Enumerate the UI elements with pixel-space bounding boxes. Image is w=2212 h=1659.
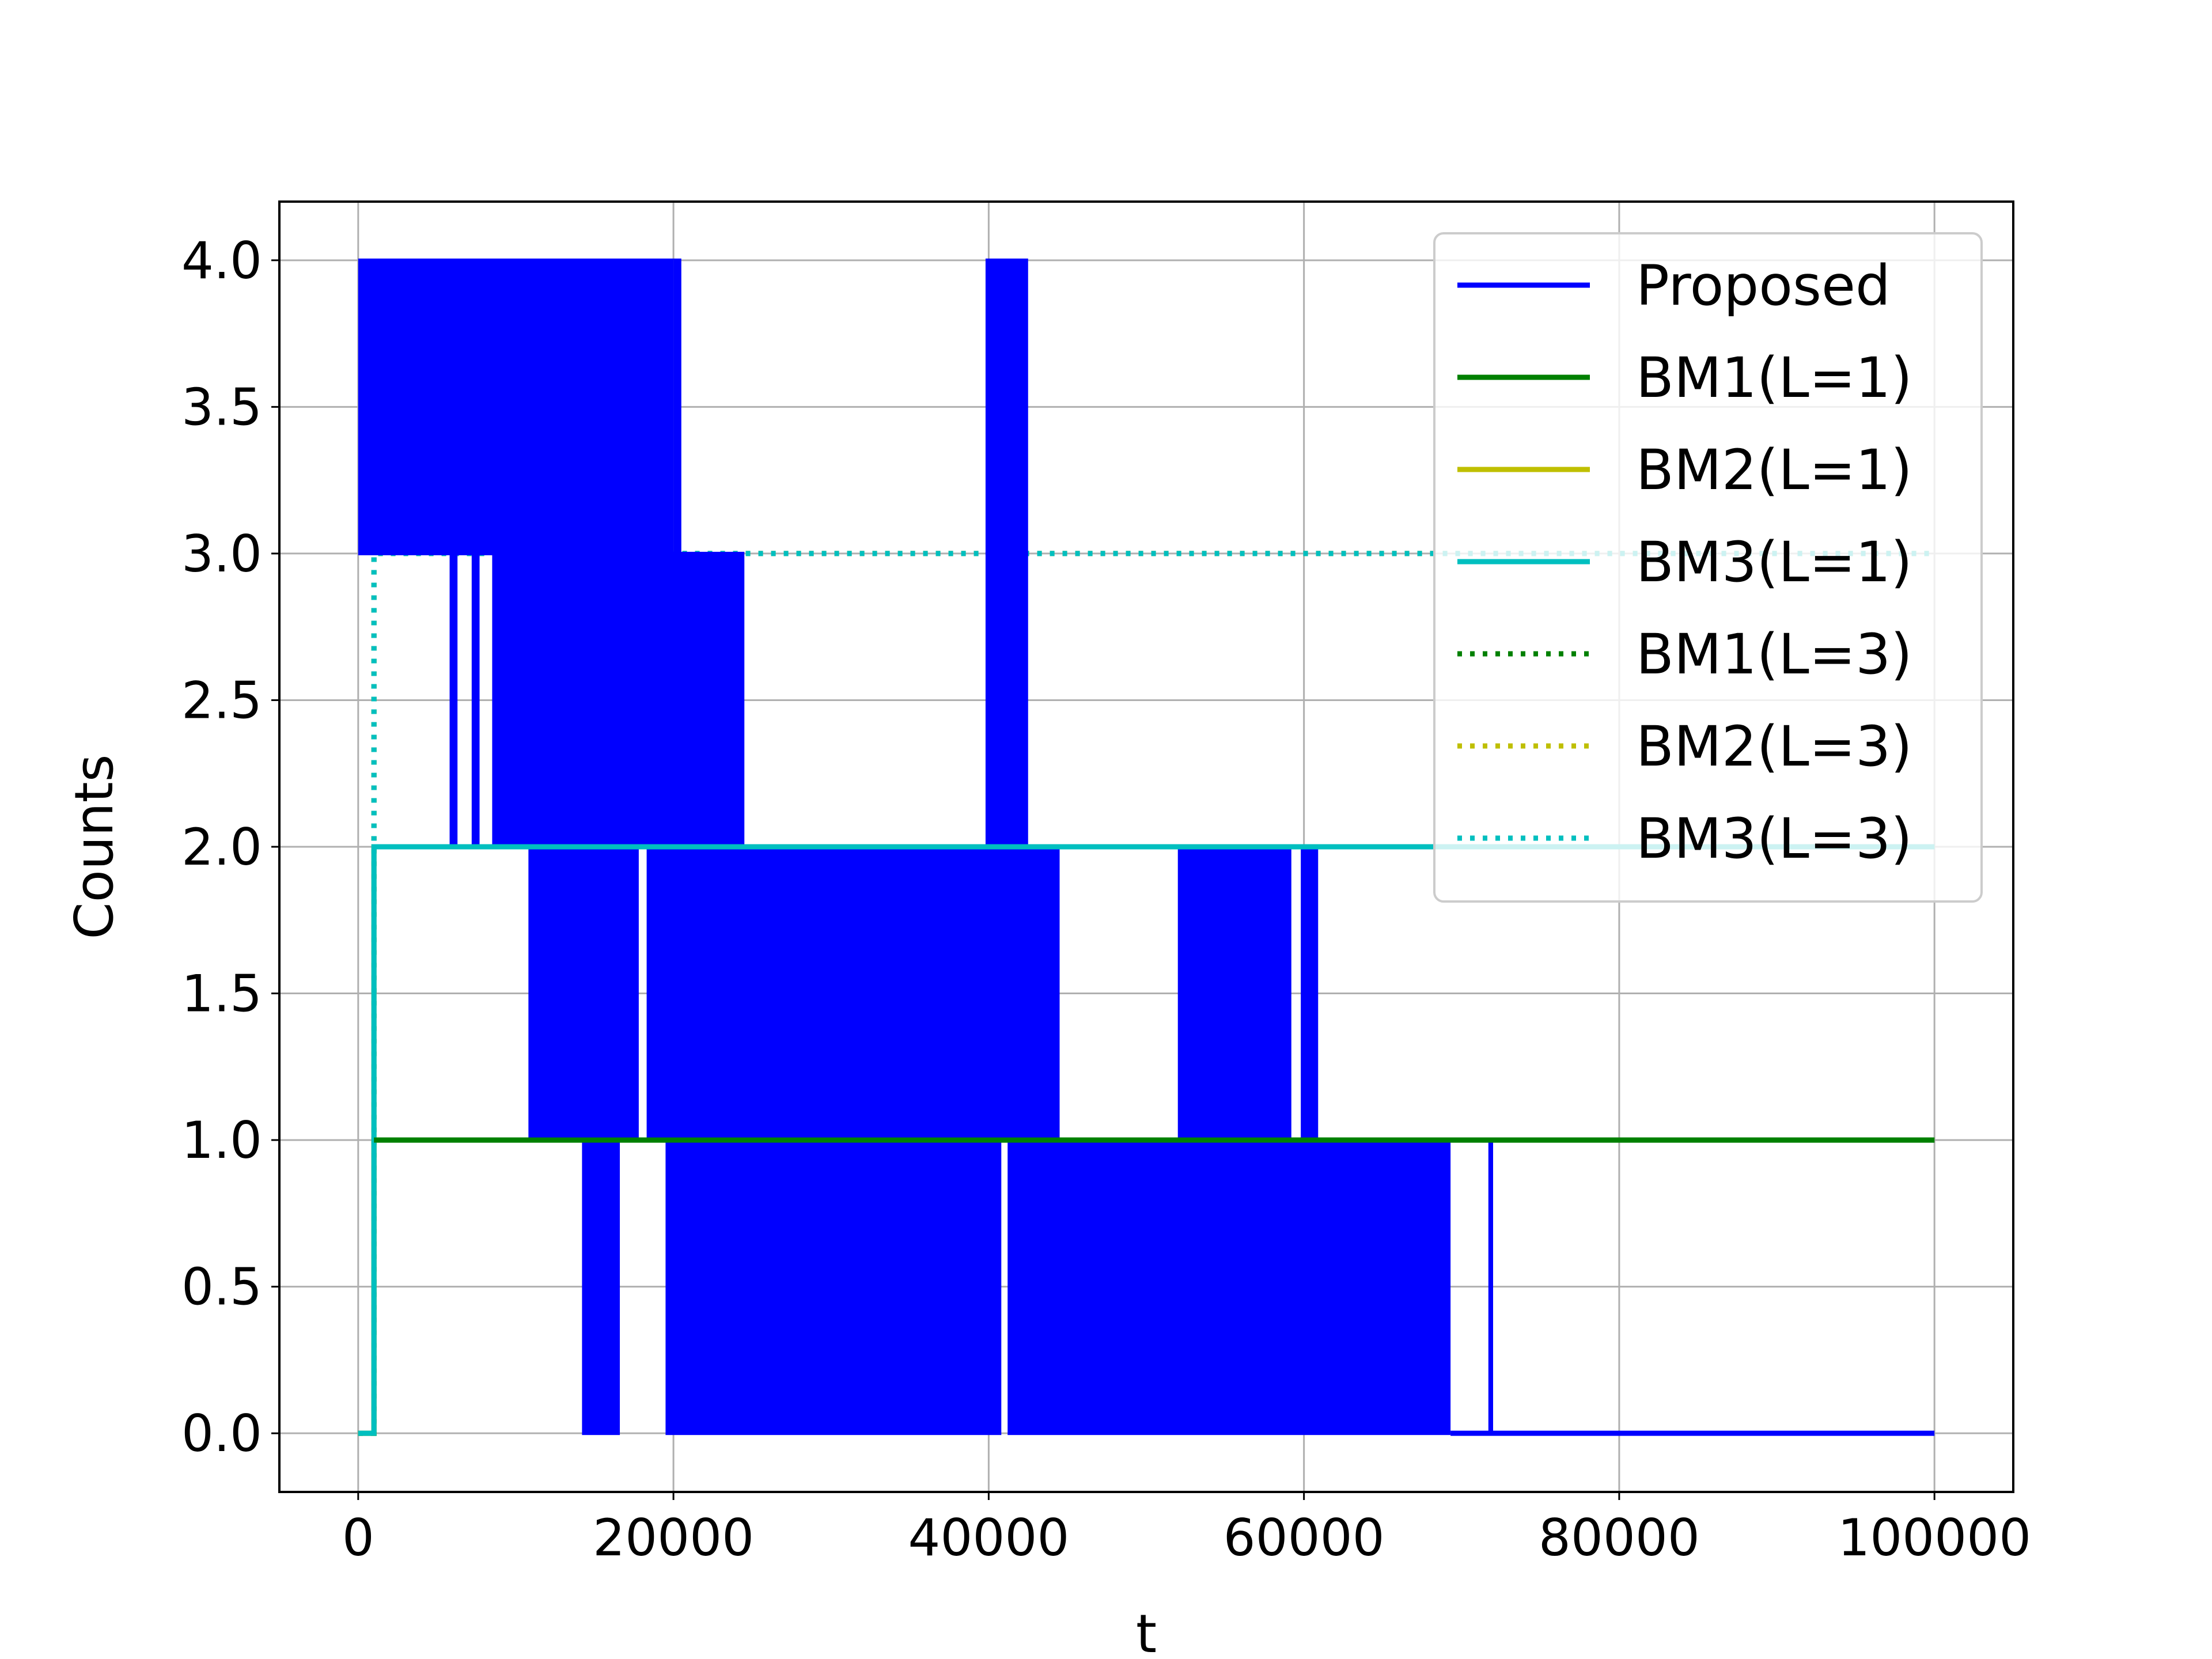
proposed-oscillation-band bbox=[665, 1138, 1002, 1435]
y-tick-label: 0.0 bbox=[181, 1404, 262, 1463]
legend-label: Proposed bbox=[1636, 253, 1891, 318]
proposed-oscillation-band bbox=[358, 258, 674, 555]
x-tick-label: 60000 bbox=[1224, 1508, 1385, 1567]
proposed-oscillation-band bbox=[985, 551, 1028, 849]
x-tick-label: 80000 bbox=[1539, 1508, 1700, 1567]
x-tick-label: 0 bbox=[342, 1508, 374, 1567]
proposed-oscillation-band bbox=[528, 845, 639, 1142]
x-axis-title: t bbox=[1136, 1603, 1157, 1659]
y-tick-label: 1.0 bbox=[181, 1111, 262, 1170]
y-tick-label: 3.0 bbox=[181, 524, 262, 584]
legend-label: BM2(L=1) bbox=[1636, 438, 1912, 502]
legend-box bbox=[1433, 232, 1983, 903]
proposed-oscillation-band bbox=[646, 845, 1060, 1142]
proposed-oscillation-band bbox=[1007, 1138, 1451, 1435]
proposed-oscillation-band bbox=[1301, 845, 1319, 1142]
proposed-oscillation-band bbox=[492, 551, 745, 849]
legend-label: BM1(L=3) bbox=[1636, 622, 1912, 687]
proposed-oscillation-band bbox=[673, 258, 681, 555]
y-tick-label: 3.5 bbox=[181, 377, 262, 437]
series-line-bm3-l-3- bbox=[358, 551, 1935, 1436]
y-tick-label: 0.5 bbox=[181, 1257, 262, 1317]
axis-ticks: 0 20000 40000 60000 80000 100000 0.0 0.5 1.0 1.5 2… bbox=[181, 231, 2031, 1567]
legend-label: BM3(L=1) bbox=[1636, 530, 1912, 594]
y-axis-title: Counts bbox=[63, 754, 125, 939]
x-tick-label: 20000 bbox=[593, 1508, 754, 1567]
y-tick-label: 1.5 bbox=[181, 964, 262, 1024]
x-tick-label: 40000 bbox=[908, 1508, 1069, 1567]
proposed-oscillation-band bbox=[471, 551, 480, 849]
proposed-oscillation-band bbox=[985, 258, 1028, 555]
y-tick-label: 2.5 bbox=[181, 671, 262, 730]
proposed-oscillation-band bbox=[582, 1138, 620, 1435]
plot-marks bbox=[358, 258, 1935, 1436]
proposed-oscillation-band bbox=[449, 551, 458, 849]
legend-label: BM1(L=1) bbox=[1636, 346, 1912, 410]
y-tick-label: 4.0 bbox=[181, 231, 262, 290]
legend: Proposed BM1(L=1) BM2(L=1) BM3(L=1) BM1(L=3)… bbox=[1433, 232, 1983, 903]
legend-label: BM3(L=3) bbox=[1636, 806, 1912, 871]
legend-label: BM2(L=3) bbox=[1636, 714, 1912, 779]
y-tick-label: 2.0 bbox=[181, 817, 262, 877]
proposed-oscillation-band bbox=[1488, 1138, 1493, 1435]
x-tick-label: 100000 bbox=[1838, 1508, 2031, 1567]
proposed-oscillation-band bbox=[1177, 845, 1291, 1142]
